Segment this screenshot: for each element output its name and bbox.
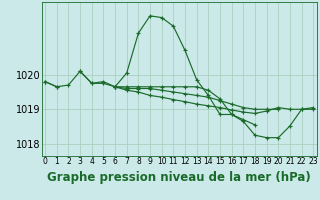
X-axis label: Graphe pression niveau de la mer (hPa): Graphe pression niveau de la mer (hPa) (47, 171, 311, 184)
